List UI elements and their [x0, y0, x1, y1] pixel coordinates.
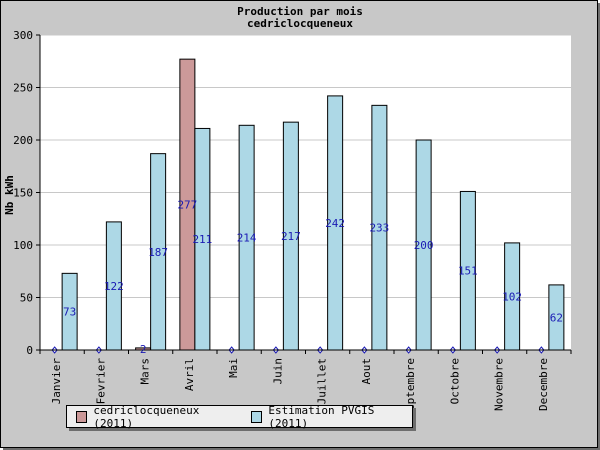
y-tick-label: 150	[13, 187, 33, 200]
legend-swatch-production	[76, 410, 88, 423]
data-label: 187	[148, 246, 168, 259]
x-tick-label: Decembre	[537, 358, 550, 411]
y-axis-label: Nb kWh	[3, 175, 16, 215]
data-label: 200	[414, 239, 434, 252]
y-tick-label: 0	[26, 344, 33, 357]
data-label: 2	[140, 343, 147, 356]
x-tick-label: Juillet	[316, 358, 329, 404]
y-tick-label: 300	[13, 29, 33, 42]
data-label: 122	[104, 280, 124, 293]
legend-label-estimation: Estimation PVGIS (2011)	[268, 403, 375, 430]
data-label: 217	[281, 230, 301, 243]
data-label: 242	[325, 217, 345, 230]
y-tick-label: 250	[13, 82, 33, 95]
x-tick-label: Novembre	[493, 358, 506, 411]
x-tick-label: Mai	[227, 358, 240, 378]
y-tick-label: 200	[13, 134, 33, 147]
y-tick-label: 100	[13, 239, 33, 252]
chart-subtitle: cedriclocqueneux	[247, 17, 353, 30]
x-tick-label: Fevrier	[94, 358, 107, 405]
data-label: 62	[550, 311, 563, 324]
legend: cedriclocqueneux (2011) Estimation PVGIS…	[66, 404, 413, 430]
x-tick-label: Octobre	[448, 358, 461, 404]
y-tick-label: 50	[20, 292, 33, 305]
data-label: 233	[369, 222, 389, 235]
data-label: 211	[192, 233, 212, 246]
chart-title: Production par mois	[237, 5, 363, 18]
x-tick-label: Septembre	[404, 358, 417, 418]
legend-item-estimation: Estimation PVGIS (2011)	[251, 404, 412, 430]
legend-label-production: cedriclocqueneux (2011)	[93, 403, 200, 430]
data-label: 73	[63, 306, 76, 319]
data-labels: 2 277 73 122 187 211 214 217 242 233 200 151 102 62	[63, 199, 563, 356]
data-label: 102	[502, 290, 522, 303]
x-tick-label: Janvier	[50, 358, 63, 405]
gridlines	[40, 34, 571, 298]
data-label: 277	[177, 199, 197, 212]
x-tick-label: Juin	[271, 358, 284, 385]
x-tick-label: Aout	[360, 358, 373, 385]
data-label: 214	[237, 232, 257, 245]
x-tick-label: Avril	[183, 358, 196, 391]
x-tick-label: Mars	[139, 358, 152, 385]
legend-swatch-estimation	[251, 410, 263, 423]
bars	[51, 58, 565, 354]
legend-item-production: cedriclocqueneux (2011)	[76, 404, 237, 430]
data-label: 151	[458, 265, 478, 278]
axes: 0 50 100 150 200 250 300 Janvier Fevrier Mars Avri…	[13, 29, 572, 418]
